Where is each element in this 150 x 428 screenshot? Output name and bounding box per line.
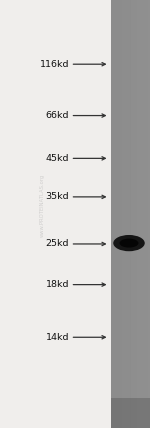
Bar [129,0,130,428]
Bar [141,0,142,428]
Bar [134,0,135,428]
Bar [121,0,122,428]
Bar [115,0,116,428]
Bar [138,0,139,428]
Bar [146,0,147,428]
Bar [111,0,150,428]
Bar [120,0,121,428]
Text: 25kd: 25kd [45,239,69,249]
Bar [125,0,126,428]
Bar [132,0,134,428]
Ellipse shape [113,235,145,251]
Bar [123,0,124,428]
Ellipse shape [120,239,138,247]
Bar [135,0,136,428]
Bar [118,0,119,428]
Text: 66kd: 66kd [45,111,69,120]
Bar [124,0,125,428]
Bar [122,0,123,428]
Text: 14kd: 14kd [45,333,69,342]
Bar [148,0,149,428]
Bar [126,0,127,428]
Bar [113,0,114,428]
Bar [128,0,129,428]
Text: www.PROTEINATLAS.org: www.PROTEINATLAS.org [39,174,45,237]
Bar [142,0,143,428]
Text: 116kd: 116kd [39,59,69,69]
Bar [116,0,117,428]
Bar [145,0,146,428]
Bar [149,0,150,428]
Bar [111,398,150,428]
Bar [144,0,145,428]
Bar [143,0,144,428]
Bar [114,0,115,428]
Bar [129,0,130,428]
Bar [119,0,120,428]
Bar [147,0,148,428]
Bar [111,0,112,428]
Bar [136,0,137,428]
Bar [139,0,140,428]
Text: 45kd: 45kd [45,154,69,163]
Text: 18kd: 18kd [45,280,69,289]
Bar [127,0,128,428]
Bar [117,0,118,428]
Bar [112,0,113,428]
Bar [137,0,138,428]
Bar [130,0,131,428]
Text: 35kd: 35kd [45,192,69,202]
Bar [140,0,141,428]
